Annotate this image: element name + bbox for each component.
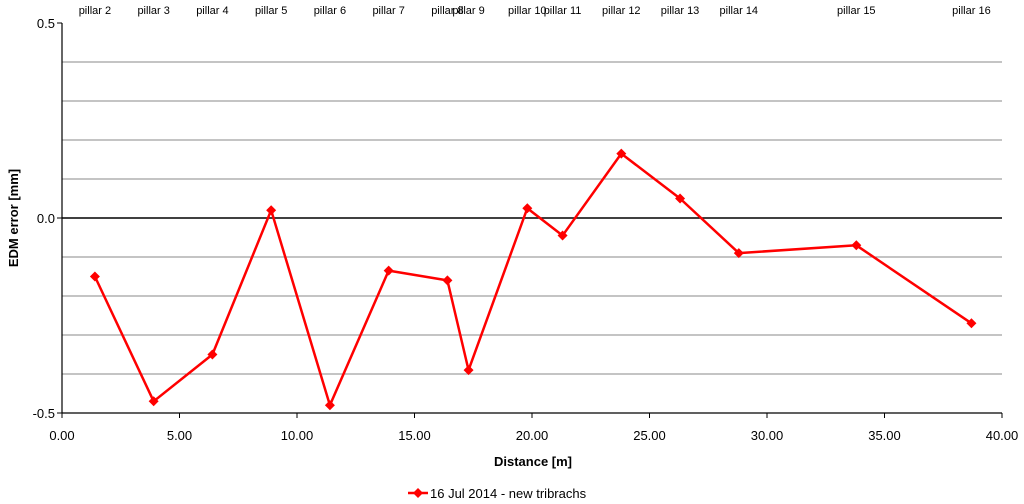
data-point	[675, 193, 686, 204]
data-point	[851, 240, 862, 251]
axes	[57, 22, 1003, 418]
pillar-label: pillar 10	[508, 5, 547, 17]
pillar-labels: pillar 2 pillar 3 pillar 4 pillar 5 pillar 6…	[79, 5, 991, 17]
pillar-label: pillar 9	[452, 5, 484, 17]
x-tick-label: 20.00	[516, 428, 549, 443]
data-point	[966, 318, 977, 329]
y-tick-label: -0.5	[33, 406, 55, 421]
pillar-label: pillar 3	[137, 5, 169, 17]
y-tick-label: 0.0	[37, 211, 55, 226]
pillar-label: pillar 4	[196, 5, 228, 17]
pillar-label: pillar 7	[372, 5, 404, 17]
pillar-label: pillar 6	[314, 5, 346, 17]
pillar-label: pillar 14	[720, 5, 759, 17]
data-point	[383, 265, 394, 276]
y-axis-title: EDM error [mm]	[6, 169, 21, 267]
pillar-label: pillar 13	[661, 5, 700, 17]
x-axis-title: Distance [m]	[494, 454, 572, 469]
y-tick-labels: -0.5 0.0 0.5	[33, 16, 55, 421]
data-point	[522, 203, 533, 214]
legend-label: 16 Jul 2014 - new tribrachs	[430, 486, 587, 501]
data-point	[89, 271, 100, 282]
x-tick-label: 5.00	[167, 428, 192, 443]
x-tick-labels: 0.00 5.00 10.00 15.00 20.00 25.00 30.00 35.00 40…	[49, 428, 1018, 443]
gridlines	[62, 61, 1002, 375]
y-tick-label: 0.5	[37, 16, 55, 31]
pillar-label: pillar 16	[952, 5, 991, 17]
legend: 16 Jul 2014 - new tribrachs	[408, 486, 587, 501]
x-tick-label: 0.00	[49, 428, 74, 443]
data-point	[324, 400, 335, 411]
data-point	[442, 275, 453, 286]
data-point	[463, 365, 474, 376]
pillar-label: pillar 15	[837, 5, 876, 17]
x-tick-label: 10.00	[281, 428, 314, 443]
pillar-label: pillar 12	[602, 5, 641, 17]
pillar-label: pillar 5	[255, 5, 287, 17]
pillar-label: pillar 11	[544, 5, 582, 17]
data-point	[557, 230, 568, 241]
legend-marker	[413, 488, 423, 498]
series-line	[93, 152, 973, 407]
pillar-label: pillar 2	[79, 5, 111, 17]
x-tick-label: 30.00	[751, 428, 784, 443]
series-group	[89, 148, 977, 411]
data-point	[207, 349, 218, 360]
x-tick-label: 40.00	[986, 428, 1019, 443]
pillar-label: pillar 8	[431, 5, 463, 17]
data-point	[733, 248, 744, 259]
data-point	[616, 148, 627, 159]
data-point	[266, 205, 277, 216]
data-point	[148, 396, 159, 407]
x-tick-label: 35.00	[868, 428, 901, 443]
x-tick-label: 15.00	[398, 428, 431, 443]
x-tick-label: 25.00	[633, 428, 666, 443]
